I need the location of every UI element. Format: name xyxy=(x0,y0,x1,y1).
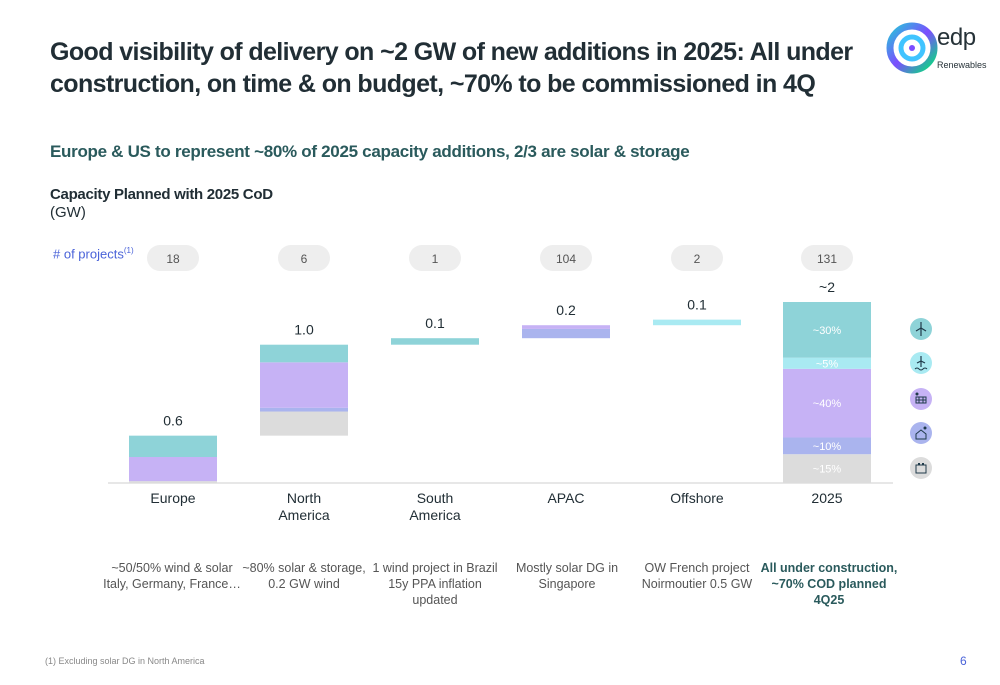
projects-count: 2 xyxy=(694,252,701,266)
bar-value-label: 1.0 xyxy=(294,322,314,338)
projects-pill xyxy=(540,245,592,271)
wind-turbine-icon xyxy=(910,318,932,340)
solar-panel-icon xyxy=(910,388,932,410)
bar-segment xyxy=(129,435,217,458)
category-label: America xyxy=(278,507,330,523)
category-label: Offshore xyxy=(670,490,724,506)
total-segment-share-label: ~40% xyxy=(813,398,842,410)
bar-value-label: 0.6 xyxy=(163,413,183,429)
logo-subtext: Renewables xyxy=(937,60,987,70)
edp-logo-icon xyxy=(886,22,938,74)
projects-pill xyxy=(409,245,461,271)
total-bar-segment xyxy=(783,357,871,369)
battery-icon xyxy=(910,457,932,479)
page-number: 6 xyxy=(960,654,967,668)
bar-segment xyxy=(522,325,610,329)
total-bar-segment xyxy=(783,368,871,438)
solar-dg-icon xyxy=(910,422,932,444)
projects-count: 1 xyxy=(432,252,439,266)
note-south-america: 1 wind project in Brazil 15y PPA inflati… xyxy=(372,561,498,607)
note-total-2025: All under construction, ~70% COD planned… xyxy=(760,561,898,607)
bar-segment xyxy=(260,411,348,436)
chart-unit: (GW) xyxy=(50,204,86,221)
total-segment-share-label: ~15% xyxy=(813,464,842,476)
category-label: North xyxy=(287,490,321,506)
category-label: South xyxy=(417,490,454,506)
chart-title: Capacity Planned with 2025 CoD xyxy=(50,186,273,203)
page-subtitle: Europe & US to represent ~80% of 2025 ca… xyxy=(50,142,690,161)
total-bar-segment xyxy=(783,302,871,358)
category-label: Europe xyxy=(150,490,195,506)
total-segment-share-label: ~5% xyxy=(816,358,839,370)
bar-segment xyxy=(129,457,217,482)
projects-pill xyxy=(671,245,723,271)
category-label: America xyxy=(409,507,461,523)
bar-segment xyxy=(129,481,217,483)
offshore-wind-icon xyxy=(910,352,932,374)
projects-count: 104 xyxy=(556,252,576,266)
category-label: APAC xyxy=(547,490,584,506)
projects-count: 131 xyxy=(817,252,837,266)
note-offshore: OW French project Noirmoutier 0.5 GW xyxy=(641,561,753,591)
category-label: 2025 xyxy=(811,490,842,506)
total-segment-share-label: ~30% xyxy=(813,325,842,337)
projects-count: 6 xyxy=(301,252,308,266)
bar-segment xyxy=(522,328,610,339)
bar-value-label: 0.1 xyxy=(687,297,707,313)
bar-segment xyxy=(260,344,348,363)
total-bar-segment xyxy=(783,454,871,483)
bar-segment xyxy=(391,338,479,345)
projects-row-label: # of projects(1) xyxy=(53,243,134,262)
note-apac: Mostly solar DG in Singapore xyxy=(515,561,619,591)
logo-text: edp xyxy=(937,24,976,51)
projects-label-footnote-ref: (1) xyxy=(123,246,134,255)
bar-segment xyxy=(260,407,348,412)
bar-segment xyxy=(653,319,741,326)
projects-pill xyxy=(801,245,853,271)
page-title: Good visibility of delivery on ~2 GW of … xyxy=(50,38,853,98)
note-europe: ~50/50% wind & solar Italy, Germany, Fra… xyxy=(103,561,241,591)
bar-value-label: ~2 xyxy=(819,279,835,295)
bar-value-label: 0.1 xyxy=(425,315,445,331)
footnote: (1) Excluding solar DG in North America xyxy=(45,656,205,666)
projects-pill xyxy=(278,245,330,271)
projects-label-text: # of projects xyxy=(53,246,124,262)
bar-segment xyxy=(260,362,348,408)
projects-count: 18 xyxy=(166,252,180,266)
total-bar-segment xyxy=(783,437,871,455)
bar-value-label: 0.2 xyxy=(556,302,576,318)
note-north-america: ~80% solar & storage, 0.2 GW wind xyxy=(242,561,366,591)
total-segment-share-label: ~10% xyxy=(813,441,842,453)
projects-pill xyxy=(147,245,199,271)
